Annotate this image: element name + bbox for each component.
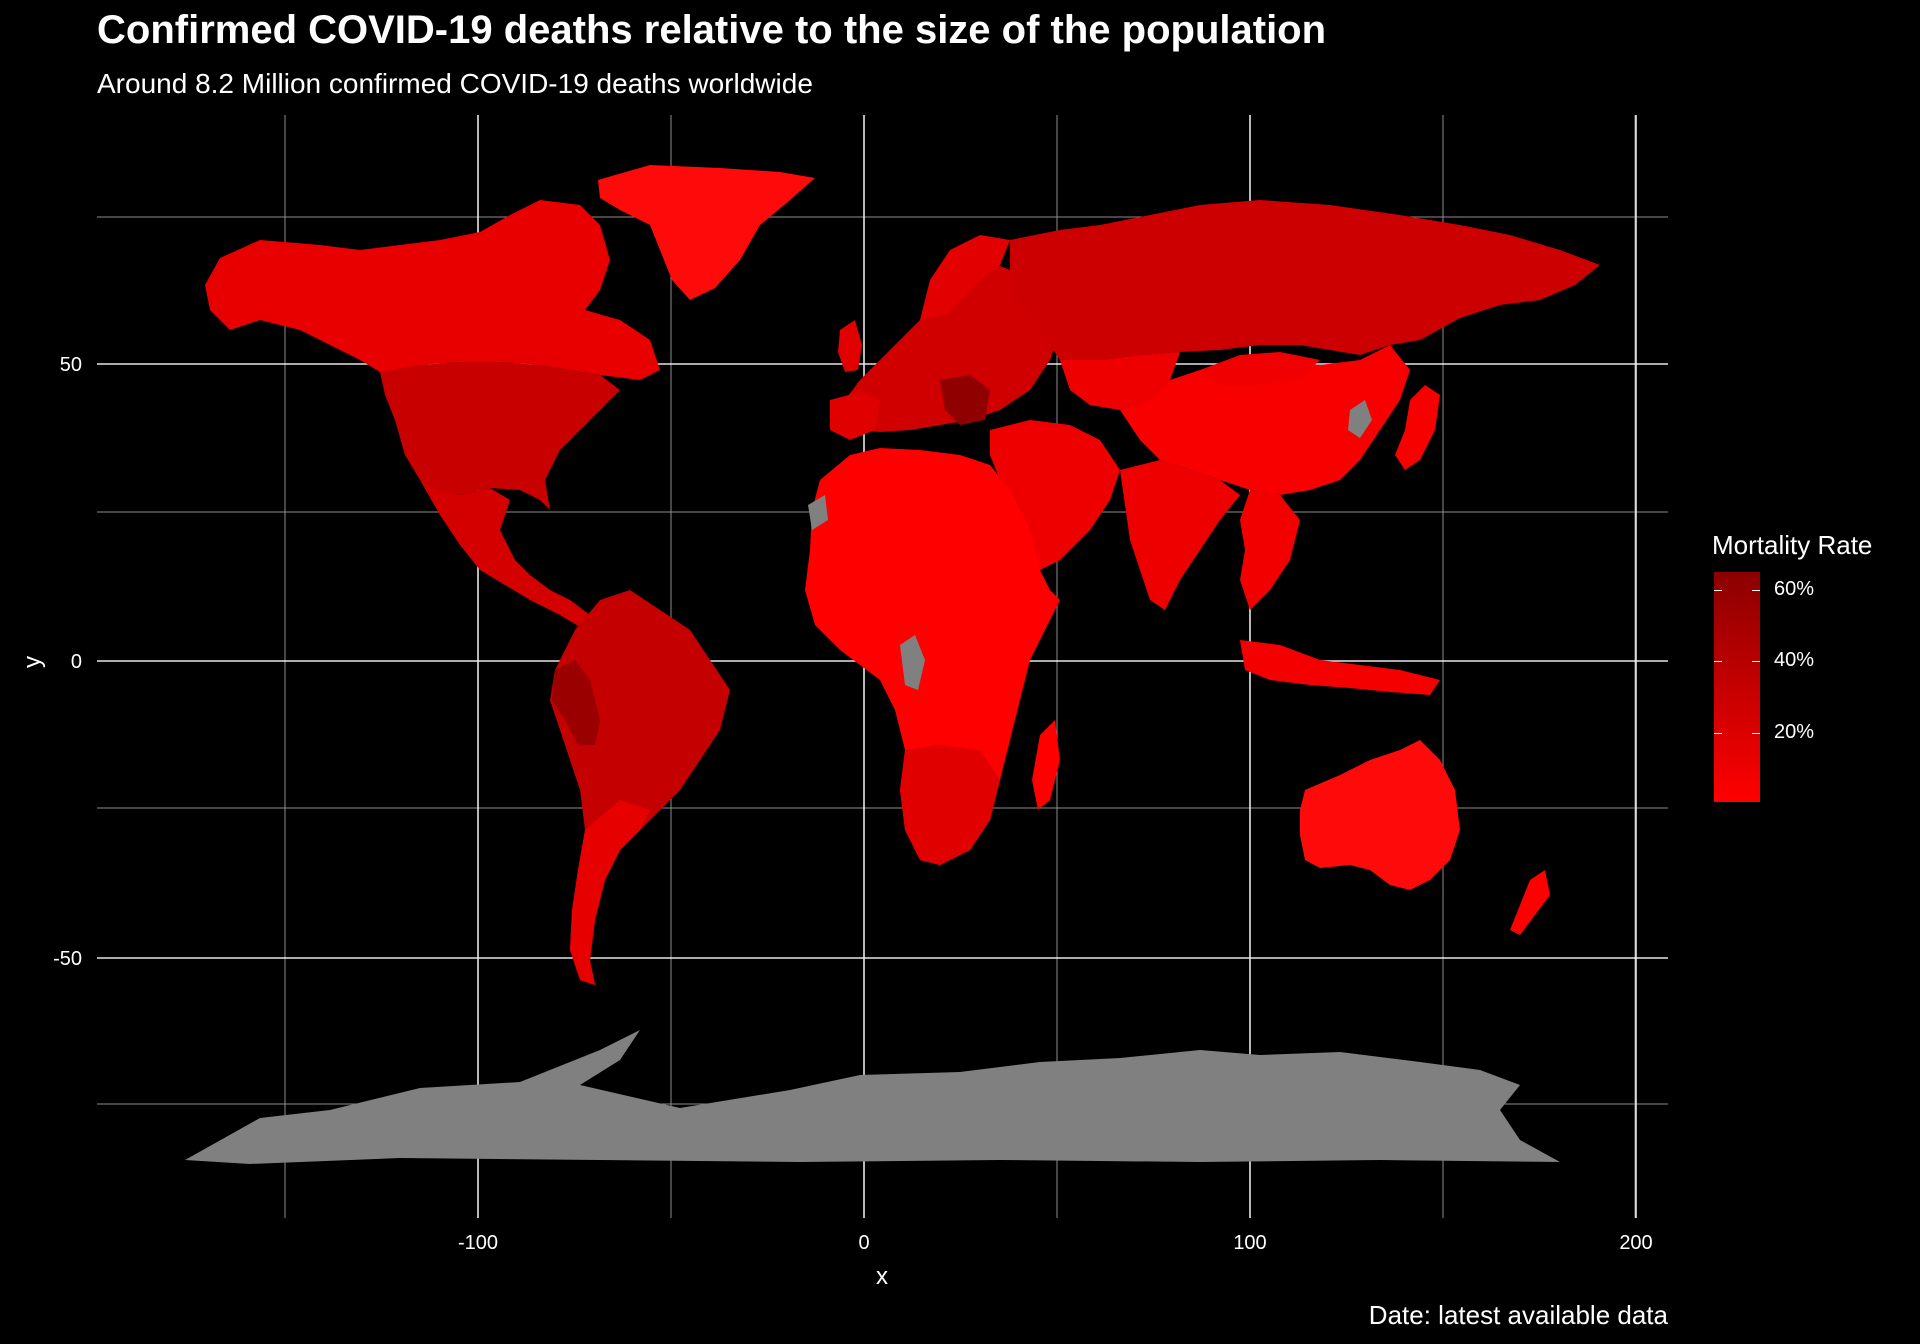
legend-tick-mark <box>1714 590 1722 591</box>
x-tick-label: 0 <box>858 1232 869 1254</box>
legend-tick-mark <box>1752 733 1760 734</box>
russia-region <box>1010 200 1600 360</box>
legend-tick-mark <box>1752 661 1760 662</box>
legend-title: Mortality Rate <box>1712 530 1873 560</box>
legend-tick-mark <box>1752 590 1760 591</box>
greenland-region <box>598 165 815 300</box>
uk-region <box>838 320 862 372</box>
legend-label: 60% <box>1774 578 1815 600</box>
central-asia-region <box>1060 352 1180 410</box>
japan-region <box>1395 385 1440 470</box>
western-sahara-region <box>808 495 828 530</box>
indonesia-region <box>1240 640 1440 695</box>
korea-region <box>1348 400 1372 438</box>
new-zealand-region <box>1510 870 1550 935</box>
legend-colorbar <box>1714 572 1760 802</box>
x-tick-label: -100 <box>458 1232 498 1254</box>
europe-region <box>845 262 1060 432</box>
chart-subtitle: Around 8.2 Million confirmed COVID-19 de… <box>97 68 813 99</box>
scandinavia-region <box>920 235 1010 320</box>
peru-region <box>552 660 600 745</box>
china-region <box>1120 345 1410 495</box>
y-tick-label: 0 <box>71 651 82 673</box>
southern-africa-region <box>900 745 1000 865</box>
chart-title: Confirmed COVID-19 deaths relative to th… <box>97 8 1327 52</box>
southern-cone-region <box>570 800 650 985</box>
y-tick-label: 50 <box>60 354 82 376</box>
central-africa-gap-region <box>900 635 925 690</box>
canada-region <box>205 200 660 380</box>
usa-region <box>380 362 620 510</box>
y-tick-label: -50 <box>53 948 82 970</box>
x-tick-label: 100 <box>1233 1232 1266 1254</box>
legend-tick-mark <box>1714 733 1722 734</box>
india-region <box>1120 460 1240 610</box>
middle-east-region <box>990 420 1120 570</box>
antarctica-region <box>185 1030 1560 1164</box>
x-axis-title: x <box>876 1263 888 1290</box>
balkans-region <box>940 375 990 425</box>
y-axis-title: y <box>19 656 46 668</box>
iberia-region <box>830 392 880 440</box>
x-tick-label: 200 <box>1619 1232 1652 1254</box>
legend-label: 20% <box>1774 721 1815 743</box>
legend: Mortality Rate 60% 40% 20% <box>1712 530 1902 810</box>
mexico-region <box>420 480 600 630</box>
legend-label: 40% <box>1774 649 1815 671</box>
australia-region <box>1300 740 1460 890</box>
southeast-asia-region <box>1240 490 1300 610</box>
mongolia-region <box>1200 352 1320 385</box>
legend-tick-mark <box>1714 661 1722 662</box>
madagascar-region <box>1032 720 1060 810</box>
africa-region <box>805 448 1060 865</box>
caption: Date: latest available data <box>1368 1300 1668 1330</box>
